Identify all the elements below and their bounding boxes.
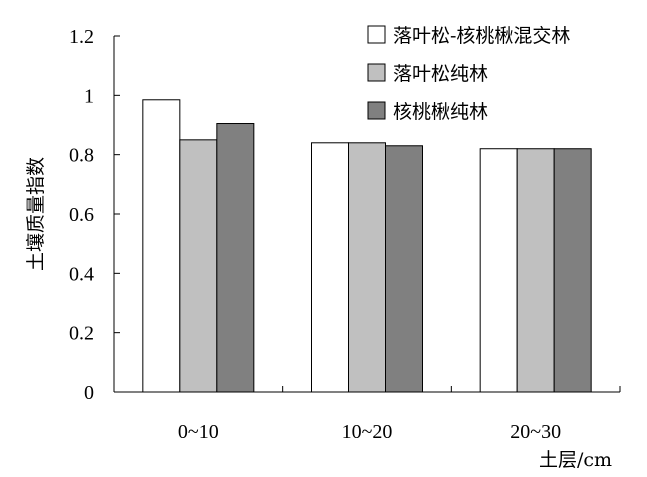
x-tick-label: 20~30 [510,421,561,443]
legend-label: 落叶松-核桃楸混交林 [393,25,570,47]
y-tick-label: 1.2 [69,26,94,48]
legend-swatch [367,25,386,44]
bar-1-3 [479,148,518,393]
bar-1-2 [311,142,349,393]
y-tick-label: 0.4 [69,263,94,285]
tick-labels: 0 0.2 0.4 0.6 0.8 1 1.2 0~10 10~20 20~30 [69,26,561,443]
y-tick-label: 0.6 [69,204,94,226]
y-axis-title: 土壤质量指数 [25,157,47,271]
x-tick-label: 10~20 [342,421,393,443]
legend-label: 核桃楸纯林 [393,101,488,123]
bar-2-3 [516,148,555,393]
y-tick-label: 0.2 [69,323,94,345]
x-axis-title: 土层/cm [539,449,612,471]
bar-3-2 [385,145,423,393]
x-tick-label: 0~10 [178,421,219,443]
bar-3-3 [553,148,592,393]
bars [142,99,592,393]
bar-1-1 [142,99,181,393]
bar-3-1 [216,123,255,393]
legend-swatch [367,101,386,120]
bar-2-1 [179,139,218,393]
legend-swatch [367,63,386,82]
y-tick-label: 0 [84,382,94,404]
legend-label: 落叶松纯林 [393,63,488,85]
y-tick-label: 1 [84,85,94,107]
bar-2-2 [348,142,386,393]
y-tick-label: 0.8 [69,145,94,167]
